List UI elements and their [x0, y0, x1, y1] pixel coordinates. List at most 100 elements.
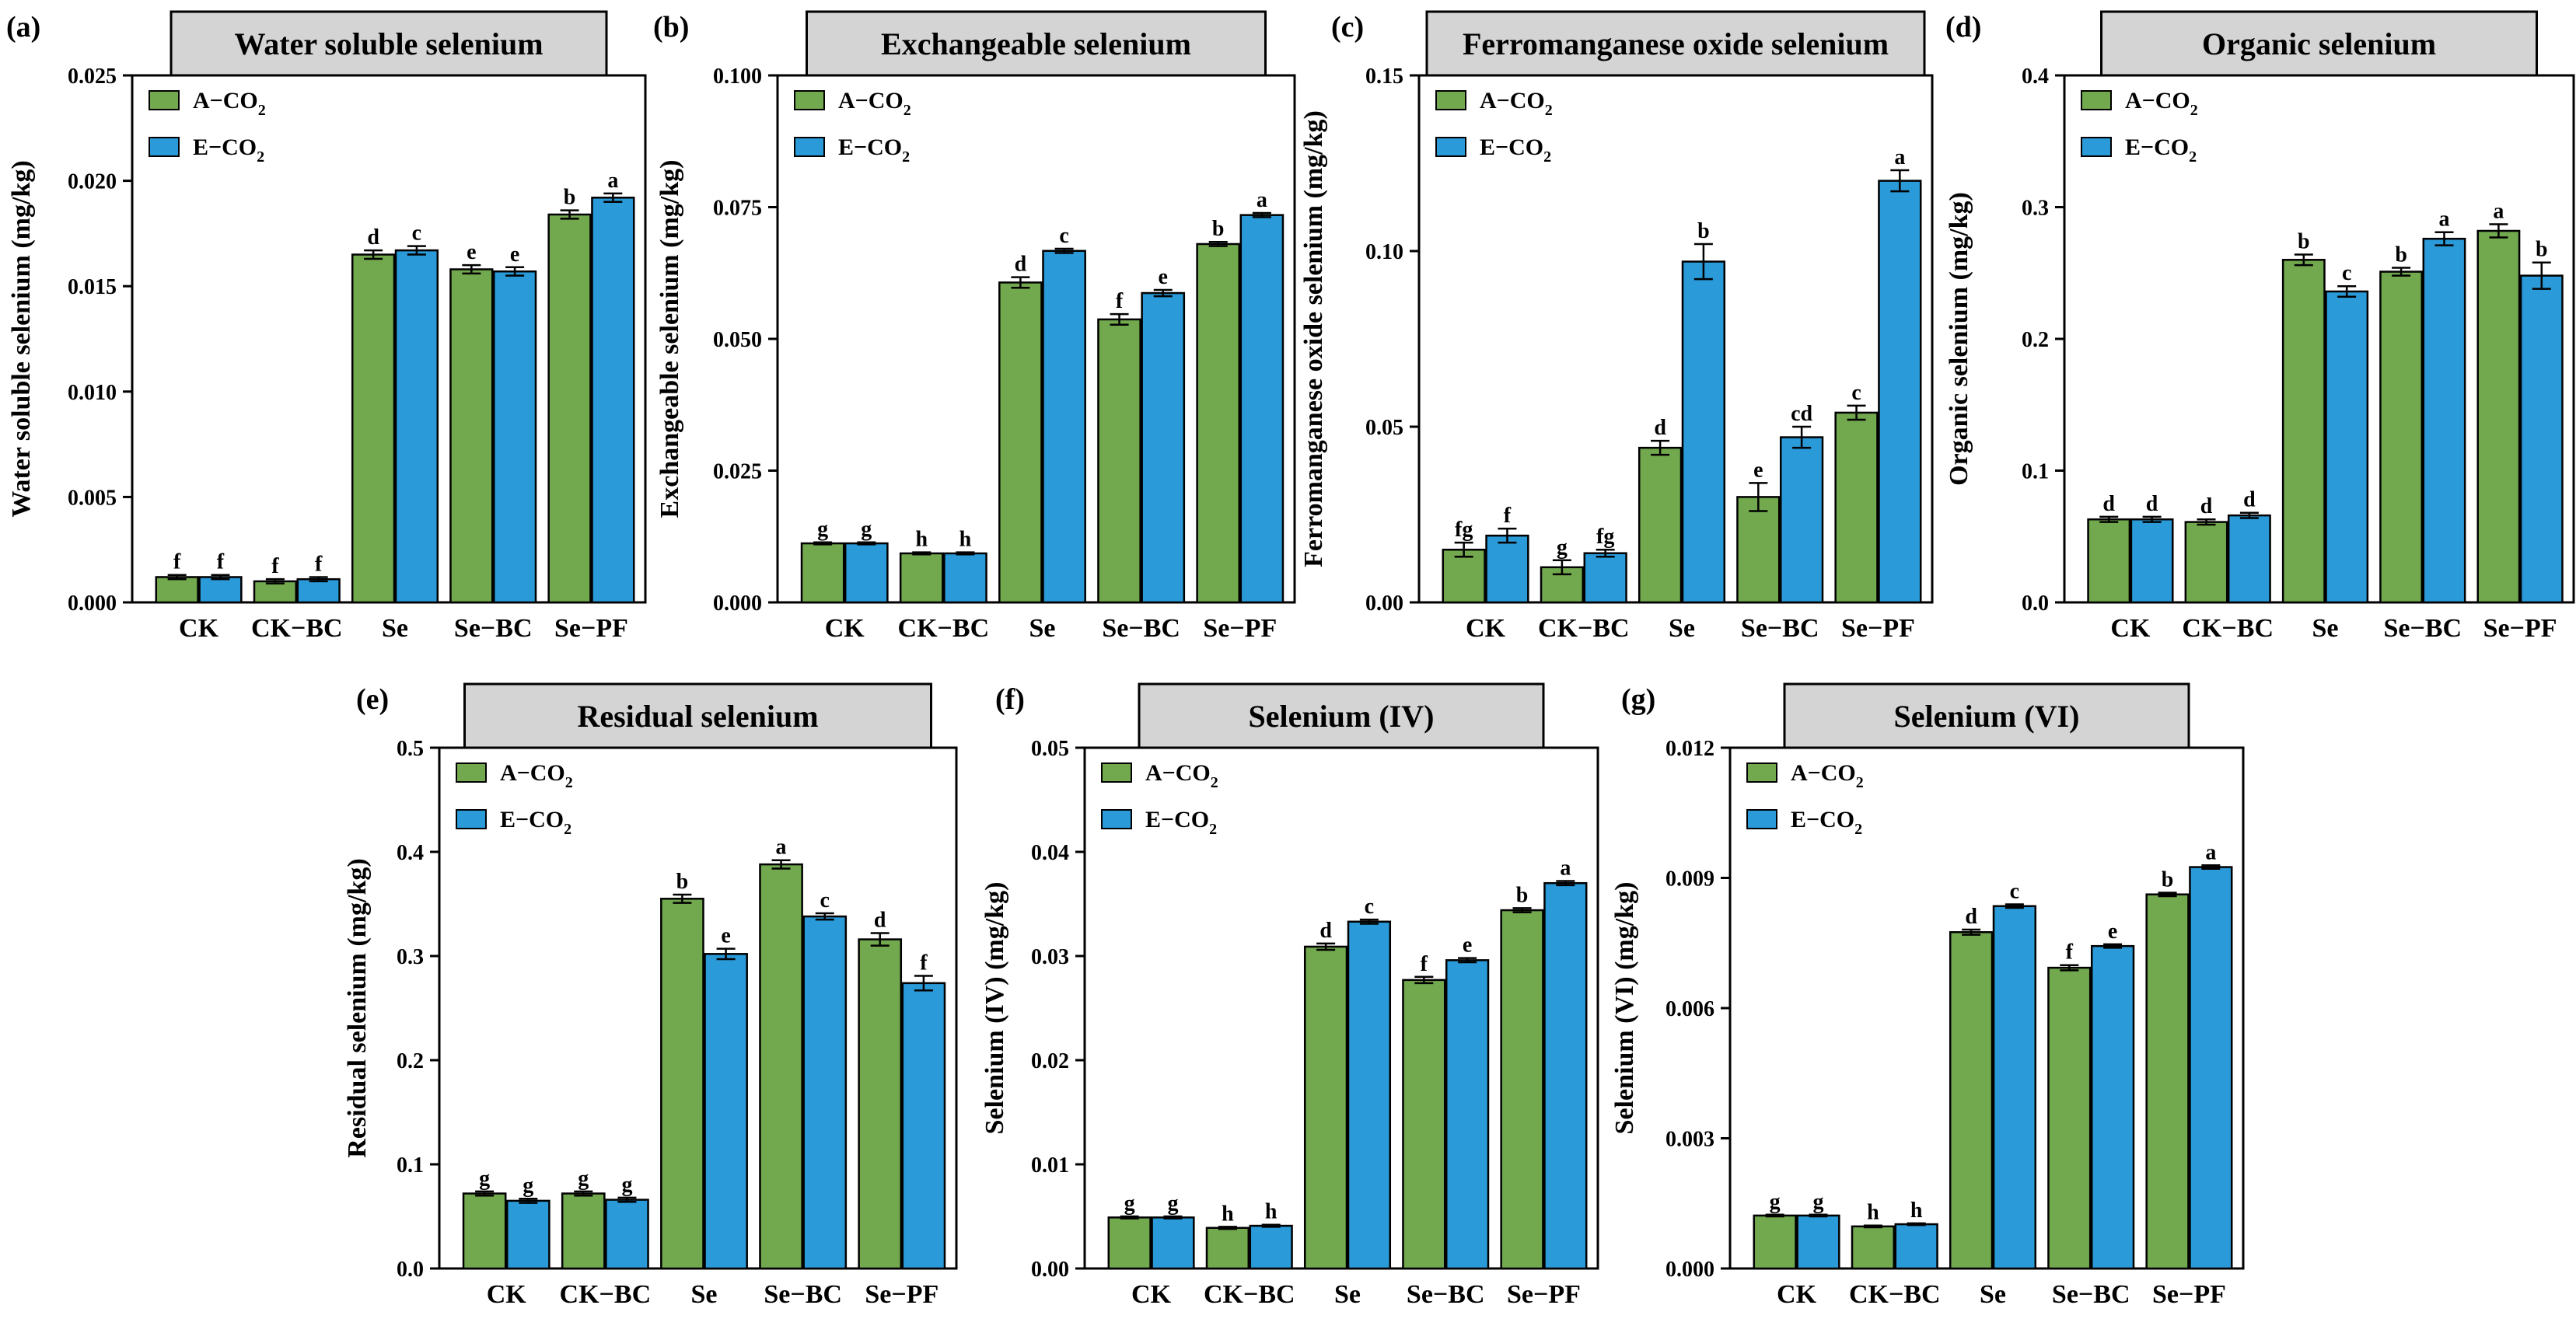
legend-label-e-co2: E−CO2: [2125, 134, 2197, 166]
bar-e-co2: [802, 915, 848, 1270]
y-tick-label: 0.05: [1365, 416, 1403, 440]
legend-label-e-co2: E−CO2: [193, 134, 264, 166]
y-tick-label: 0.05: [1031, 737, 1069, 761]
legend-label-a-sub: 2: [258, 102, 266, 119]
y-tick-label: 0.0: [397, 1258, 424, 1282]
significance-letter: a: [2438, 208, 2449, 232]
significance-letter: f: [173, 550, 181, 574]
bar-a-co2: [899, 552, 944, 604]
significance-letter: f: [1504, 504, 1512, 528]
legend-swatch-a-co2: [794, 90, 825, 110]
chart-title: Selenium (IV): [1249, 699, 1435, 734]
significance-letter: d: [1654, 416, 1666, 440]
significance-letter: e: [1753, 458, 1763, 482]
bar-a-co2: [561, 1192, 606, 1270]
significance-letter: c: [1059, 224, 1068, 248]
y-axis-label: Ferromanganese oxide selenium (mg/kg): [1299, 110, 1328, 567]
significance-letter: d: [2200, 494, 2213, 518]
y-tick-label: 0.5: [397, 737, 424, 761]
bar-a-co2: [2047, 966, 2092, 1270]
chart-panel-6: (f) Selenium (IV) 0.00 0.01 0.02 0.03 0.04 0.05…: [980, 682, 1599, 1309]
significance-letter: g: [1812, 1190, 1823, 1214]
significance-letter: d: [2146, 492, 2158, 516]
chart-title: Water soluble selenium: [234, 26, 543, 61]
significance-letter: f: [1421, 952, 1428, 976]
bar-e-co2: [1894, 1223, 1938, 1270]
y-tick-label: 0.01: [1031, 1153, 1069, 1178]
x-category-label: CK−BC: [1538, 614, 1630, 643]
x-category-label: Se−BC: [1102, 614, 1180, 643]
bar-a-co2: [1107, 1216, 1152, 1270]
bar-a-co2: [1303, 945, 1348, 1270]
significance-letter: c: [1851, 381, 1861, 405]
x-category-label: CK−BC: [1204, 1280, 1295, 1309]
bar-a-co2: [1402, 979, 1446, 1270]
bar-e-co2: [704, 953, 748, 1270]
significance-letter: h: [1265, 1200, 1278, 1224]
bar-a-co2: [547, 213, 592, 604]
chart-title: Residual selenium: [577, 699, 818, 734]
x-category-label: CK: [2110, 614, 2151, 643]
legend-label-a-co2: A−CO2: [1480, 88, 1553, 119]
bar-a-co2: [1851, 1225, 1896, 1270]
x-category-label: Se−PF: [1841, 614, 1915, 643]
bar-a-co2: [1638, 446, 1683, 604]
x-category-label: Se−BC: [764, 1280, 842, 1309]
title-box: [2100, 10, 2538, 77]
bar-a-co2: [1205, 1227, 1250, 1270]
legend-label-e-main: E−CO: [838, 134, 902, 160]
significance-letter: fg: [1455, 518, 1473, 542]
y-tick-label: 0.2: [2022, 328, 2049, 352]
significance-letter: d: [367, 225, 379, 250]
x-category-label: Se−BC: [1407, 1280, 1485, 1309]
significance-letter: a: [1560, 857, 1571, 881]
significance-letter: b: [2536, 238, 2548, 262]
legend-swatch-e-co2: [794, 137, 825, 157]
significance-letter: g: [523, 1174, 533, 1198]
y-tick-label: 0.009: [1665, 867, 1714, 892]
x-category-label: Se−BC: [1741, 614, 1819, 643]
bar-a-co2: [1834, 411, 1879, 604]
x-category-label: CK: [1777, 1280, 1817, 1309]
legend-label-e-co2: E−CO2: [500, 807, 571, 838]
legend-label-e-main: E−CO: [2125, 134, 2189, 160]
significance-letter: h: [1910, 1199, 1923, 1223]
title-box: [1425, 10, 1926, 77]
bar-a-co2: [1949, 931, 1994, 1270]
y-tick-label: 0.4: [397, 841, 424, 865]
x-category-label: CK: [1131, 1280, 1172, 1309]
significance-letter: h: [1222, 1202, 1234, 1226]
legend-label-e-main: E−CO: [193, 134, 257, 160]
bar-a-co2: [351, 253, 396, 604]
y-tick-label: 0.00: [1031, 1258, 1069, 1282]
x-category-label: Se: [382, 614, 408, 643]
significance-letter: g: [1557, 536, 1568, 560]
legend-label-e-main: E−CO: [1791, 807, 1854, 832]
significance-letter: g: [1124, 1192, 1135, 1216]
legend-label-e-sub: 2: [564, 821, 571, 838]
bar-e-co2: [492, 270, 537, 604]
bar-e-co2: [505, 1199, 551, 1270]
significance-letter: d: [1015, 253, 1027, 277]
y-tick-label: 0.02: [1031, 1049, 1069, 1073]
legend-swatch-a-co2: [1746, 762, 1777, 783]
y-tick-label: 0.025: [68, 65, 117, 89]
x-category-label: CK: [825, 614, 865, 643]
x-category-label: CK−BC: [1849, 1280, 1941, 1309]
significance-letter: g: [817, 518, 828, 542]
legend-label-e-co2: E−CO2: [838, 134, 910, 166]
panel-letter: (e): [356, 683, 389, 716]
legend-swatch-e-co2: [1746, 809, 1777, 829]
bar-a-co2: [2184, 521, 2228, 604]
bar-e-co2: [605, 1199, 649, 1270]
significance-letter: a: [2205, 840, 2216, 864]
bar-e-co2: [1239, 214, 1285, 604]
y-axis-label: Residual selenium (mg/kg): [343, 858, 372, 1157]
bar-a-co2: [449, 268, 494, 604]
legend-swatch-e-co2: [1435, 137, 1466, 157]
significance-letter: a: [776, 836, 787, 860]
chart-panel-7: (g) Selenium (VI) 0.000 0.003 0.006 0.009 0.01…: [1610, 682, 2245, 1309]
legend-label-e-sub: 2: [1854, 821, 1862, 838]
legend-label-a-co2: A−CO2: [1145, 760, 1218, 791]
y-axis-label: Exchangeable selenium (mg/kg): [655, 160, 684, 518]
